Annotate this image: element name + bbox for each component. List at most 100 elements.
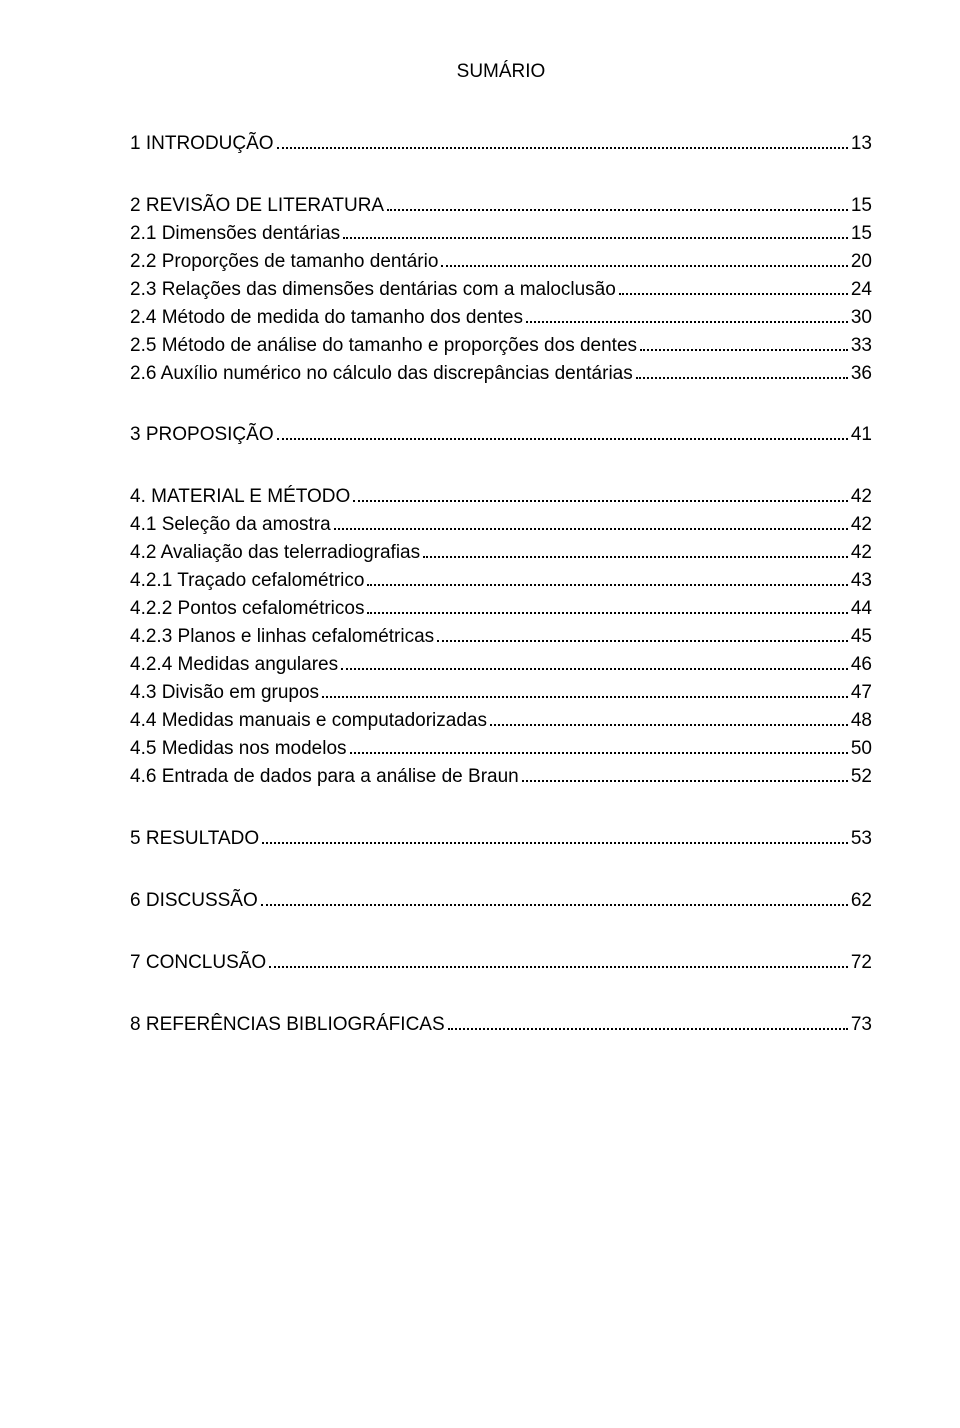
toc-group-gap: [130, 793, 872, 827]
toc-leader-dots: [423, 541, 848, 558]
toc-entry-label: 4. MATERIAL E MÉTODO: [130, 485, 350, 509]
toc-entry-page: 30: [851, 306, 872, 330]
toc-leader-dots: [269, 950, 848, 967]
toc-entry-label: 1 INTRODUÇÃO: [130, 132, 274, 156]
toc-entry-label: 2.6 Auxílio numérico no cálculo das disc…: [130, 362, 633, 386]
toc-entry-label: 4.2.4 Medidas angulares: [130, 653, 338, 677]
toc-entry-page: 42: [851, 513, 872, 537]
toc-entry-label: 4.2.1 Traçado cefalométrico: [130, 569, 364, 593]
toc-entry-page: 42: [851, 485, 872, 509]
toc-leader-dots: [526, 305, 848, 322]
toc-leader-dots: [636, 361, 848, 378]
toc-entry: 4.2.2 Pontos cefalométricos 44: [130, 597, 872, 621]
toc-leader-dots: [437, 625, 848, 642]
toc-entry-page: 52: [851, 765, 872, 789]
toc-group-gap: [130, 854, 872, 888]
page-container: SUMÁRIO 1 INTRODUÇÃO 13 2 REVISÃO DE LITER…: [0, 0, 960, 1428]
toc-entry-page: 15: [851, 194, 872, 218]
toc-entry: 7 CONCLUSÃO 72: [130, 950, 872, 974]
toc-leader-dots: [490, 709, 848, 726]
toc-entry: 8 REFERÊNCIAS BIBLIOGRÁFICAS 73: [130, 1012, 872, 1036]
toc-entry-label: 4.6 Entrada de dados para a análise de B…: [130, 765, 519, 789]
toc-entry-label: 5 RESULTADO: [130, 827, 259, 851]
toc-entry-label: 2.4 Método de medida do tamanho dos dent…: [130, 306, 523, 330]
toc-entry-label: 2 REVISÃO DE LITERATURA: [130, 194, 384, 218]
toc-entry-label: 2.1 Dimensões dentárias: [130, 222, 340, 246]
toc-entry-page: 72: [851, 951, 872, 975]
toc-entry-page: 73: [851, 1013, 872, 1037]
toc-entry-label: 4.5 Medidas nos modelos: [130, 737, 347, 761]
toc-leader-dots: [522, 765, 848, 782]
toc-entry-page: 33: [851, 334, 872, 358]
toc-entry-page: 50: [851, 737, 872, 761]
toc-entry-label: 4.2.2 Pontos cefalométricos: [130, 597, 364, 621]
toc-entry-page: 62: [851, 889, 872, 913]
toc-leader-dots: [350, 737, 848, 754]
toc-entry: 4.2.1 Traçado cefalométrico 43: [130, 569, 872, 593]
toc-entry-page: 48: [851, 709, 872, 733]
toc-leader-dots: [353, 485, 848, 502]
toc-group-gap: [130, 916, 872, 950]
toc-entry-page: 53: [851, 827, 872, 851]
toc-leader-dots: [367, 569, 847, 586]
toc-entry-page: 43: [851, 569, 872, 593]
toc-entry: 4.3 Divisão em grupos 47: [130, 681, 872, 705]
toc-entry-label: 8 REFERÊNCIAS BIBLIOGRÁFICAS: [130, 1013, 445, 1037]
toc-entry-page: 20: [851, 250, 872, 274]
toc-leader-dots: [448, 1012, 848, 1029]
toc-leader-dots: [619, 278, 848, 295]
toc-entry: 4.2.3 Planos e linhas cefalométricas 45: [130, 625, 872, 649]
toc-entry-label: 2.2 Proporções de tamanho dentário: [130, 250, 438, 274]
toc-entry: 2 REVISÃO DE LITERATURA 15: [130, 194, 872, 218]
toc-entry-page: 24: [851, 278, 872, 302]
toc-leader-dots: [334, 513, 848, 530]
toc-entry: 2.5 Método de análise do tamanho e propo…: [130, 333, 872, 357]
toc-entry-page: 36: [851, 362, 872, 386]
toc-entry-page: 47: [851, 681, 872, 705]
toc-leader-dots: [367, 597, 847, 614]
toc-entry-page: 44: [851, 597, 872, 621]
toc-leader-dots: [387, 194, 848, 211]
toc-entry: 2.1 Dimensões dentárias 15: [130, 222, 872, 246]
toc-entry-page: 41: [851, 423, 872, 447]
toc-entry-page: 45: [851, 625, 872, 649]
toc-leader-dots: [322, 681, 848, 698]
toc-group-gap: [130, 451, 872, 485]
toc-entry: 4.5 Medidas nos modelos 50: [130, 737, 872, 761]
toc-entry-label: 4.4 Medidas manuais e computadorizadas: [130, 709, 487, 733]
toc-entry-page: 13: [851, 132, 872, 156]
toc-group-gap: [130, 160, 872, 194]
toc-entry: 2.2 Proporções de tamanho dentário 20: [130, 250, 872, 274]
toc-entry-label: 7 CONCLUSÃO: [130, 951, 266, 975]
toc-entry: 4.2.4 Medidas angulares46: [130, 653, 872, 677]
toc-entry-page: 42: [851, 541, 872, 565]
toc-entry: 3 PROPOSIÇÃO 41: [130, 423, 872, 447]
toc-entry: 2.6 Auxílio numérico no cálculo das disc…: [130, 361, 872, 385]
toc-group-gap: [130, 389, 872, 423]
toc-leader-dots: [277, 132, 848, 149]
toc-entry-label: 2.5 Método de análise do tamanho e propo…: [130, 334, 637, 358]
toc-leader-dots: [640, 333, 848, 350]
toc-entry-label: 4.2 Avaliação das telerradiografias: [130, 541, 420, 565]
toc-group-gap: [130, 978, 872, 1012]
toc-entry: 5 RESULTADO 53: [130, 827, 872, 851]
toc-leader-dots: [343, 222, 848, 239]
toc-entry-label: 3 PROPOSIÇÃO: [130, 423, 274, 447]
toc-entry: 6 DISCUSSÃO 62: [130, 888, 872, 912]
toc-leader-dots: [262, 827, 848, 844]
toc-entry: 4.4 Medidas manuais e computadorizadas 48: [130, 709, 872, 733]
toc-entry-page: 15: [851, 222, 872, 246]
toc-entry: 4.1 Seleção da amostra 42: [130, 513, 872, 537]
toc-entry-label: 4.2.3 Planos e linhas cefalométricas: [130, 625, 434, 649]
toc-title: SUMÁRIO: [130, 60, 872, 84]
toc-entry: 2.4 Método de medida do tamanho dos dent…: [130, 305, 872, 329]
toc-entry-label: 6 DISCUSSÃO: [130, 889, 258, 913]
toc-entry-label: 2.3 Relações das dimensões dentárias com…: [130, 278, 616, 302]
toc-leader-dots: [341, 653, 848, 670]
toc-entry-label: 4.1 Seleção da amostra: [130, 513, 331, 537]
toc-entry-label: 4.3 Divisão em grupos: [130, 681, 319, 705]
toc-leader-dots: [261, 888, 848, 905]
toc-entry: 4.6 Entrada de dados para a análise de B…: [130, 765, 872, 789]
toc-leader-dots: [441, 250, 847, 267]
toc-list: 1 INTRODUÇÃO132 REVISÃO DE LITERATURA152…: [130, 132, 872, 1037]
